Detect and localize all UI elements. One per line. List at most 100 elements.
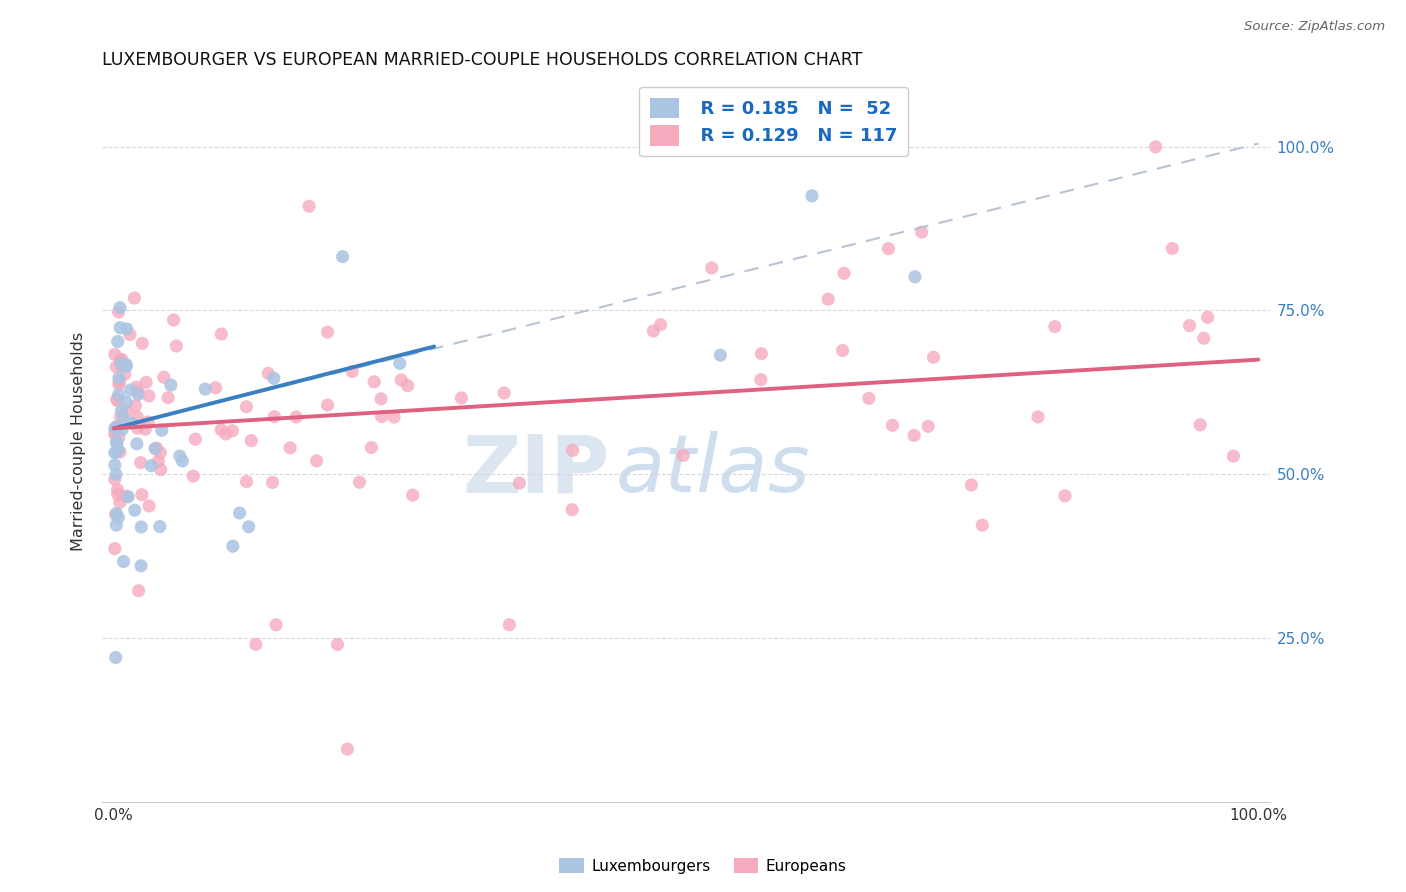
Point bbox=[127, 384, 149, 399]
Point bbox=[105, 419, 128, 434]
Point bbox=[163, 313, 186, 327]
Point bbox=[194, 382, 217, 396]
Point bbox=[124, 399, 146, 413]
Point bbox=[105, 393, 128, 408]
Point bbox=[131, 336, 153, 351]
Point bbox=[149, 519, 172, 533]
Point bbox=[105, 507, 128, 521]
Point bbox=[138, 499, 160, 513]
Point bbox=[508, 476, 530, 491]
Point bbox=[108, 377, 131, 392]
Point bbox=[498, 617, 520, 632]
Point bbox=[494, 386, 516, 401]
Point bbox=[340, 364, 363, 378]
Point bbox=[115, 489, 138, 503]
Point bbox=[110, 409, 132, 424]
Point bbox=[235, 400, 257, 414]
Point bbox=[285, 409, 308, 424]
Point bbox=[129, 456, 152, 470]
Point bbox=[108, 320, 131, 334]
Point bbox=[149, 446, 172, 460]
Point bbox=[257, 367, 280, 381]
Point bbox=[112, 412, 135, 426]
Point bbox=[332, 250, 354, 264]
Point bbox=[105, 435, 128, 450]
Point bbox=[111, 423, 134, 437]
Point bbox=[165, 339, 187, 353]
Point bbox=[917, 419, 939, 434]
Point bbox=[104, 508, 127, 522]
Point bbox=[139, 458, 162, 473]
Point bbox=[326, 637, 349, 651]
Point bbox=[115, 359, 138, 374]
Text: Source: ZipAtlas.com: Source: ZipAtlas.com bbox=[1244, 20, 1385, 33]
Point bbox=[111, 352, 134, 367]
Point bbox=[1178, 318, 1201, 333]
Point bbox=[388, 356, 411, 370]
Point bbox=[305, 454, 328, 468]
Point bbox=[382, 410, 405, 425]
Point bbox=[221, 424, 243, 438]
Point bbox=[238, 520, 260, 534]
Point bbox=[128, 583, 150, 598]
Point bbox=[125, 436, 148, 450]
Point bbox=[960, 478, 983, 492]
Point bbox=[800, 189, 823, 203]
Point bbox=[650, 318, 672, 332]
Point bbox=[120, 383, 142, 397]
Point bbox=[107, 388, 129, 402]
Point bbox=[751, 347, 773, 361]
Point bbox=[882, 418, 904, 433]
Point bbox=[129, 558, 152, 573]
Point bbox=[127, 387, 149, 401]
Point bbox=[153, 370, 176, 384]
Point bbox=[107, 483, 129, 497]
Point bbox=[228, 506, 250, 520]
Point bbox=[749, 373, 772, 387]
Point bbox=[263, 409, 285, 424]
Point bbox=[104, 425, 127, 440]
Point bbox=[370, 392, 392, 406]
Point bbox=[1161, 242, 1184, 256]
Point bbox=[143, 442, 166, 456]
Point bbox=[1026, 409, 1049, 424]
Point bbox=[149, 462, 172, 476]
Point bbox=[181, 469, 204, 483]
Point bbox=[160, 378, 183, 392]
Text: ZIP: ZIP bbox=[463, 431, 610, 509]
Point bbox=[222, 539, 245, 553]
Point bbox=[105, 359, 128, 374]
Point bbox=[240, 434, 263, 448]
Point bbox=[832, 266, 855, 280]
Point bbox=[107, 305, 129, 319]
Point bbox=[104, 541, 127, 556]
Point bbox=[903, 428, 925, 442]
Point bbox=[135, 376, 157, 390]
Point bbox=[107, 487, 129, 501]
Point bbox=[672, 449, 695, 463]
Point bbox=[169, 449, 191, 463]
Point bbox=[105, 518, 128, 533]
Point bbox=[138, 389, 160, 403]
Point bbox=[108, 445, 131, 459]
Point bbox=[858, 392, 880, 406]
Point bbox=[117, 490, 139, 504]
Point bbox=[108, 495, 131, 509]
Point bbox=[209, 423, 232, 437]
Point bbox=[104, 467, 127, 482]
Point bbox=[104, 446, 127, 460]
Point bbox=[363, 375, 385, 389]
Text: LUXEMBOURGER VS EUROPEAN MARRIED-COUPLE HOUSEHOLDS CORRELATION CHART: LUXEMBOURGER VS EUROPEAN MARRIED-COUPLE … bbox=[103, 51, 863, 69]
Point bbox=[262, 475, 284, 490]
Point bbox=[1043, 319, 1066, 334]
Point bbox=[316, 325, 339, 339]
Point bbox=[157, 391, 180, 405]
Point bbox=[105, 444, 128, 458]
Point bbox=[134, 422, 156, 436]
Point bbox=[877, 242, 900, 256]
Point bbox=[148, 454, 170, 468]
Point bbox=[831, 343, 853, 358]
Point bbox=[145, 441, 167, 455]
Point bbox=[115, 322, 138, 336]
Point bbox=[108, 371, 131, 385]
